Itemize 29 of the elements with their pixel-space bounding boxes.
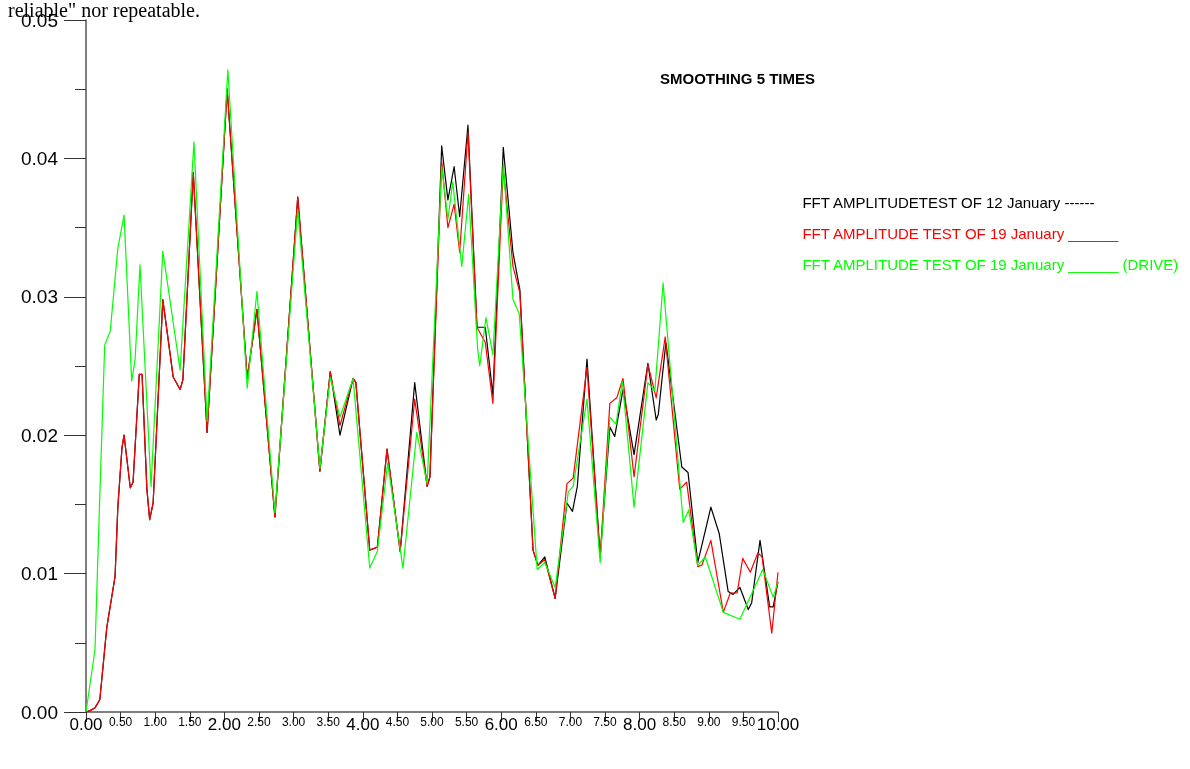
x-tick-label: 2.00 <box>207 715 241 734</box>
text: FFT AMPLITUDE TEST OF 19 January ______ <box>802 225 1120 242</box>
x-tick-label: 6.00 <box>484 715 518 734</box>
y-tick-label: 0.01 <box>21 563 58 585</box>
x-tick-label: 4.00 <box>346 715 380 734</box>
x-tick-label: 4.50 <box>385 715 410 729</box>
x-tick-label: 0.00 <box>69 715 103 734</box>
x-tick-label: 1.50 <box>178 715 202 729</box>
x-tick-label: 10.00 <box>756 715 800 734</box>
text: FFT AMPLITUDETEST OF 12 January ------ <box>802 194 1095 211</box>
x-tick-label: 7.00 <box>558 715 583 729</box>
x-tick-label: 5.50 <box>454 715 479 729</box>
x-tick-label: 9.00 <box>697 715 721 729</box>
x-tick-label: 6.50 <box>524 715 548 729</box>
x-tick-label: 7.50 <box>593 715 617 729</box>
x-tick-label: 1.00 <box>143 715 168 729</box>
x-tick-label: 3.50 <box>316 715 341 729</box>
x-tick-label: 9.50 <box>731 715 756 729</box>
x-tick-label: 0.50 <box>108 715 133 729</box>
x-tick-label: 2.50 <box>247 715 271 729</box>
x-tick-label: 3.00 <box>281 715 306 729</box>
x-tick-label: 8.50 <box>662 715 687 729</box>
y-tick-label: 0.03 <box>21 286 58 308</box>
x-tick-label: 5.00 <box>420 715 444 729</box>
y-tick-label: 0.02 <box>21 424 58 446</box>
y-tick-label: 0.04 <box>21 147 59 169</box>
x-tick-label: 8.00 <box>623 715 657 734</box>
text: SMOOTHING 5 TIMES <box>660 70 816 87</box>
text: FFT AMPLITUDE TEST OF 19 January ______ (DRIVE) <box>802 256 1179 273</box>
